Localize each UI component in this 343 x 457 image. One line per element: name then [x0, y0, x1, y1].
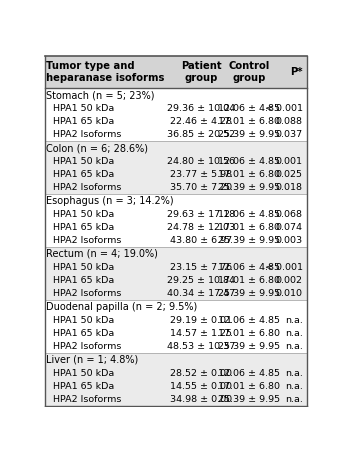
- Bar: [45, 247, 307, 300]
- Text: 24.80 ± 10.56: 24.80 ± 10.56: [167, 157, 235, 166]
- Text: HPA1 50 kDa: HPA1 50 kDa: [53, 263, 114, 272]
- Text: HPA1 50 kDa: HPA1 50 kDa: [53, 104, 114, 113]
- Text: HPA1 65 kDa: HPA1 65 kDa: [53, 276, 114, 285]
- Text: 17.01 ± 6.80: 17.01 ± 6.80: [218, 329, 280, 338]
- Text: Colon (n = 6; 28.6%): Colon (n = 6; 28.6%): [46, 143, 148, 153]
- Text: HPA1 50 kDa: HPA1 50 kDa: [53, 210, 114, 219]
- Bar: [45, 88, 307, 141]
- Text: HPA2 Isoforms: HPA2 Isoforms: [53, 342, 121, 351]
- Text: 0.074: 0.074: [276, 223, 303, 232]
- Text: Control
group: Control group: [228, 61, 270, 84]
- Text: 14.55 ± 0.00: 14.55 ± 0.00: [170, 382, 232, 391]
- Text: 35.70 ± 7.20: 35.70 ± 7.20: [170, 183, 232, 192]
- Text: 25.39 ± 9.95: 25.39 ± 9.95: [218, 395, 280, 404]
- Text: Rectum (n = 4; 19.0%): Rectum (n = 4; 19.0%): [46, 249, 158, 259]
- Text: Liver (n = 1; 4.8%): Liver (n = 1; 4.8%): [46, 355, 138, 365]
- Text: HPA2 Isoforms: HPA2 Isoforms: [53, 236, 121, 245]
- Text: 23.15 ± 7.76: 23.15 ± 7.76: [170, 263, 232, 272]
- Text: 0.025: 0.025: [276, 170, 303, 179]
- Text: 48.53 ± 10.37: 48.53 ± 10.37: [167, 342, 235, 351]
- Text: 17.01 ± 6.80: 17.01 ± 6.80: [218, 276, 280, 285]
- Text: HPA2 Isoforms: HPA2 Isoforms: [53, 183, 121, 192]
- Text: Patient
group: Patient group: [181, 61, 221, 84]
- Text: 12.06 ± 4.85: 12.06 ± 4.85: [218, 369, 280, 378]
- Text: 29.36 ± 10.04: 29.36 ± 10.04: [167, 104, 235, 113]
- Text: 25.39 ± 9.95: 25.39 ± 9.95: [218, 183, 280, 192]
- Text: 29.25 ± 10.84: 29.25 ± 10.84: [167, 276, 235, 285]
- Text: 17.01 ± 6.80: 17.01 ± 6.80: [218, 223, 280, 232]
- Text: 25.39 ± 9.95: 25.39 ± 9.95: [218, 130, 280, 139]
- Text: 12.06 ± 4.85: 12.06 ± 4.85: [218, 104, 280, 113]
- Text: 0.018: 0.018: [276, 183, 303, 192]
- Text: 43.80 ± 6.97: 43.80 ± 6.97: [170, 236, 232, 245]
- Text: HPA1 65 kDa: HPA1 65 kDa: [53, 329, 114, 338]
- Text: 29.19 ± 0.01: 29.19 ± 0.01: [170, 316, 232, 325]
- Text: 36.85 ± 20.52: 36.85 ± 20.52: [167, 130, 235, 139]
- Text: 12.06 ± 4.85: 12.06 ± 4.85: [218, 316, 280, 325]
- Text: HPA1 50 kDa: HPA1 50 kDa: [53, 316, 114, 325]
- Text: HPA1 65 kDa: HPA1 65 kDa: [53, 117, 114, 126]
- Text: 34.98 ± 0.00: 34.98 ± 0.00: [170, 395, 232, 404]
- Text: HPA1 65 kDa: HPA1 65 kDa: [53, 170, 114, 179]
- Text: < 0.001: < 0.001: [265, 104, 303, 113]
- Text: 0.001: 0.001: [276, 157, 303, 166]
- Text: n.a.: n.a.: [285, 342, 303, 351]
- Text: Stomach (n = 5; 23%): Stomach (n = 5; 23%): [46, 90, 155, 100]
- Text: n.a.: n.a.: [285, 316, 303, 325]
- Text: 12.06 ± 4.85: 12.06 ± 4.85: [218, 157, 280, 166]
- Text: n.a.: n.a.: [285, 329, 303, 338]
- Text: HPA1 65 kDa: HPA1 65 kDa: [53, 382, 114, 391]
- Text: HPA1 65 kDa: HPA1 65 kDa: [53, 223, 114, 232]
- Text: HPA1 50 kDa: HPA1 50 kDa: [53, 157, 114, 166]
- Text: HPA2 Isoforms: HPA2 Isoforms: [53, 395, 121, 404]
- Text: Esophagus (n = 3; 14.2%): Esophagus (n = 3; 14.2%): [46, 196, 174, 206]
- Text: Tumor type and
heparanase isoforms: Tumor type and heparanase isoforms: [46, 61, 164, 84]
- Text: HPA1 50 kDa: HPA1 50 kDa: [53, 369, 114, 378]
- Text: 40.34 ± 17.47: 40.34 ± 17.47: [167, 289, 235, 298]
- Text: 0.002: 0.002: [276, 276, 303, 285]
- Text: HPA2 Isoforms: HPA2 Isoforms: [53, 130, 121, 139]
- Bar: [45, 300, 307, 353]
- Text: Duodenal papilla (n = 2; 9.5%): Duodenal papilla (n = 2; 9.5%): [46, 302, 197, 312]
- Text: n.a.: n.a.: [285, 369, 303, 378]
- Text: n.a.: n.a.: [285, 382, 303, 391]
- Text: 29.63 ± 17.18: 29.63 ± 17.18: [167, 210, 235, 219]
- Text: 12.06 ± 4.85: 12.06 ± 4.85: [218, 263, 280, 272]
- Text: 17.01 ± 6.80: 17.01 ± 6.80: [218, 382, 280, 391]
- Text: 17.01 ± 6.80: 17.01 ± 6.80: [218, 117, 280, 126]
- Bar: [45, 56, 307, 88]
- Text: 25.39 ± 9.95: 25.39 ± 9.95: [218, 289, 280, 298]
- Text: 0.088: 0.088: [276, 117, 303, 126]
- Text: 17.01 ± 6.80: 17.01 ± 6.80: [218, 170, 280, 179]
- Text: 25.39 ± 9.95: 25.39 ± 9.95: [218, 236, 280, 245]
- Text: HPA2 Isoforms: HPA2 Isoforms: [53, 289, 121, 298]
- Text: 0.010: 0.010: [276, 289, 303, 298]
- Text: 12.06 ± 4.85: 12.06 ± 4.85: [218, 210, 280, 219]
- Text: 25.39 ± 9.95: 25.39 ± 9.95: [218, 342, 280, 351]
- Text: P*: P*: [290, 67, 303, 77]
- Text: 24.78 ± 12.03: 24.78 ± 12.03: [167, 223, 235, 232]
- Text: 28.52 ± 0.00: 28.52 ± 0.00: [170, 369, 232, 378]
- Text: < 0.001: < 0.001: [265, 263, 303, 272]
- Text: 22.46 ± 4.28: 22.46 ± 4.28: [170, 117, 232, 126]
- Bar: [45, 141, 307, 194]
- Text: n.a.: n.a.: [285, 395, 303, 404]
- Bar: [45, 194, 307, 247]
- Text: 0.068: 0.068: [276, 210, 303, 219]
- Text: 23.77 ± 5.98: 23.77 ± 5.98: [170, 170, 232, 179]
- Bar: [45, 353, 307, 406]
- Text: 0.003: 0.003: [276, 236, 303, 245]
- Text: 0.037: 0.037: [276, 130, 303, 139]
- Text: 14.57 ± 1.25: 14.57 ± 1.25: [170, 329, 232, 338]
